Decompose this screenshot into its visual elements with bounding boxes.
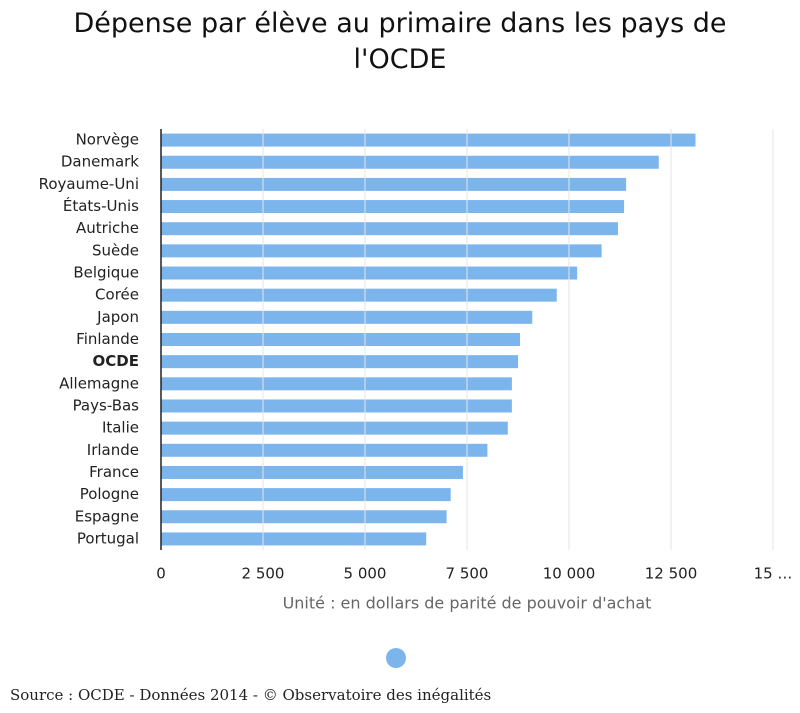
bar [161,421,508,435]
y-tick-label: France [89,463,139,481]
bar [161,222,618,236]
y-tick-label: Autriche [76,219,139,237]
x-tick-label: 15 … [754,565,793,583]
y-tick-label: Danemark [61,153,139,171]
y-tick-label: Pays-Bas [73,396,140,414]
y-tick-label: OCDE [93,352,139,370]
bar [161,310,533,324]
bar [161,244,602,258]
bar [161,266,578,280]
chart-title: Dépense par élève au primaire dans les p… [73,8,727,75]
y-tick-label: Pologne [80,485,139,503]
x-tick-label: 7 500 [446,565,489,583]
chart: Portugal Espagne Pologne France Irlande Itali… [39,129,793,668]
x-tick-label: 10 000 [543,565,596,583]
x-tick-label: 2 500 [242,565,285,583]
y-tick-label: Royaume-Uni [39,175,139,193]
bar [161,288,557,302]
bar [161,488,451,502]
y-tick-label: Norvège [76,131,139,149]
y-tick-label: Portugal [77,529,139,547]
bar [161,200,625,214]
bar [161,355,518,369]
y-tick-label: Espagne [75,507,139,525]
bar [161,510,447,524]
y-tick-label: Suède [92,241,139,259]
y-tick-label: Belgique [73,264,139,282]
x-tick-label: 0 [156,565,166,583]
y-tick-label: Finlande [76,330,139,348]
bar [161,333,521,346]
bar [161,443,488,457]
x-axis-label: Unité : en dollars de parité de pouvoir … [283,594,652,613]
bar [161,133,696,147]
x-tick-label: 12 500 [645,565,698,583]
y-tick-label: Japon [96,308,139,326]
bar [161,532,427,546]
y-tick-label: États-Unis [63,196,139,215]
page-indicator[interactable] [386,648,406,668]
y-tick-label: Corée [95,286,139,304]
y-tick-label: Allemagne [59,374,139,392]
bar [161,377,512,391]
y-tick-label: Irlande [87,441,139,459]
source-note: Source : OCDE - Données 2014 - © Observa… [10,686,492,704]
bar [161,177,627,191]
bar [161,465,463,479]
bar [161,399,512,413]
bar [161,155,659,169]
y-tick-label: Italie [102,419,139,437]
x-tick-label: 5 000 [344,565,387,583]
